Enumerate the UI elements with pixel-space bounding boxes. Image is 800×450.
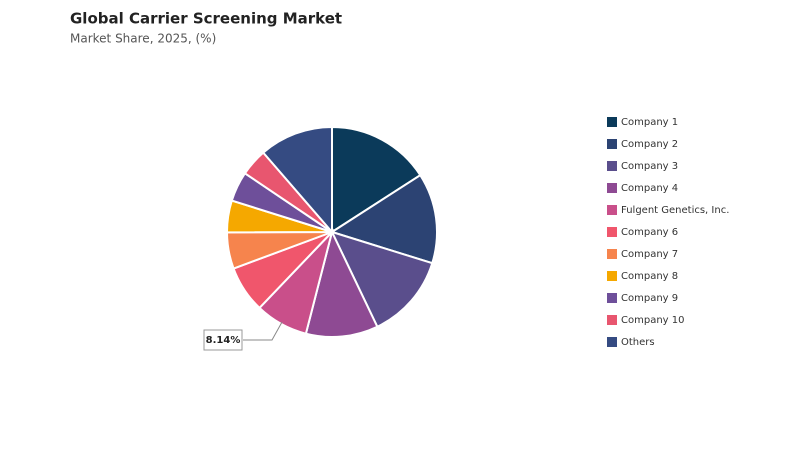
legend-swatch xyxy=(607,249,617,259)
legend-swatch xyxy=(607,205,617,215)
legend-label: Company 6 xyxy=(621,227,678,238)
data-label: 8.14% xyxy=(206,335,241,346)
label-leader xyxy=(243,321,283,341)
legend-swatch xyxy=(607,183,617,193)
legend-swatch xyxy=(607,315,617,325)
legend-label: Others xyxy=(621,337,655,348)
pie-slice xyxy=(329,173,438,265)
chart-title: Global Carrier Screening Market xyxy=(70,10,342,28)
legend-label: Company 8 xyxy=(621,271,678,282)
legend-label: Company 3 xyxy=(621,161,678,172)
legend-label: Company 7 xyxy=(621,249,678,260)
legend-swatch xyxy=(607,117,617,127)
legend-swatch xyxy=(607,161,617,171)
pie-slice xyxy=(331,125,422,234)
legend-swatch xyxy=(607,271,617,281)
legend-label: Company 2 xyxy=(621,139,678,150)
legend-label: Company 4 xyxy=(621,183,678,194)
legend-swatch xyxy=(607,293,617,303)
label-box xyxy=(203,329,243,351)
legend-label: Company 9 xyxy=(621,293,678,304)
legend-label: Company 1 xyxy=(621,117,678,128)
legend-swatch xyxy=(607,337,617,347)
legend-swatch xyxy=(607,139,617,149)
legend-swatch xyxy=(607,227,617,237)
pie-slice xyxy=(304,229,379,338)
pie-slice xyxy=(330,230,434,329)
legend-label: Company 10 xyxy=(621,315,684,326)
pie-slice xyxy=(261,125,333,235)
legend-label: Fulgent Genetics, Inc. xyxy=(621,205,729,216)
chart-subtitle: Market Share, 2025, (%) xyxy=(70,32,216,46)
